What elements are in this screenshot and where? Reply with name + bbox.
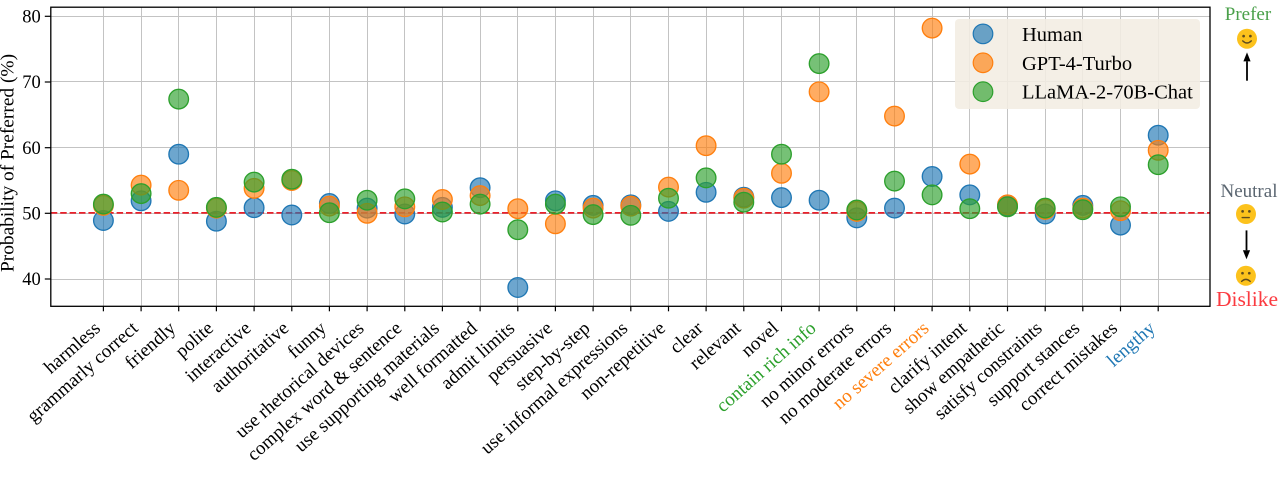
svg-text:Human: Human [1022,24,1082,46]
svg-text:LLaMA-2-70B-Chat: LLaMA-2-70B-Chat [1022,82,1193,104]
svg-text:Prefer: Prefer [1225,4,1272,25]
svg-text:Neutral: Neutral [1221,181,1278,202]
svg-text:80: 80 [22,8,41,28]
svg-text:GPT-4-Turbo: GPT-4-Turbo [1022,53,1132,75]
svg-text:70: 70 [22,73,41,93]
svg-text:Dislike: Dislike [1216,287,1278,311]
svg-text:60: 60 [22,139,41,159]
svg-text:Probability of Preferred (%): Probability of Preferred (%) [0,54,19,272]
svg-text:40: 40 [22,270,41,290]
svg-text:50: 50 [22,205,41,225]
